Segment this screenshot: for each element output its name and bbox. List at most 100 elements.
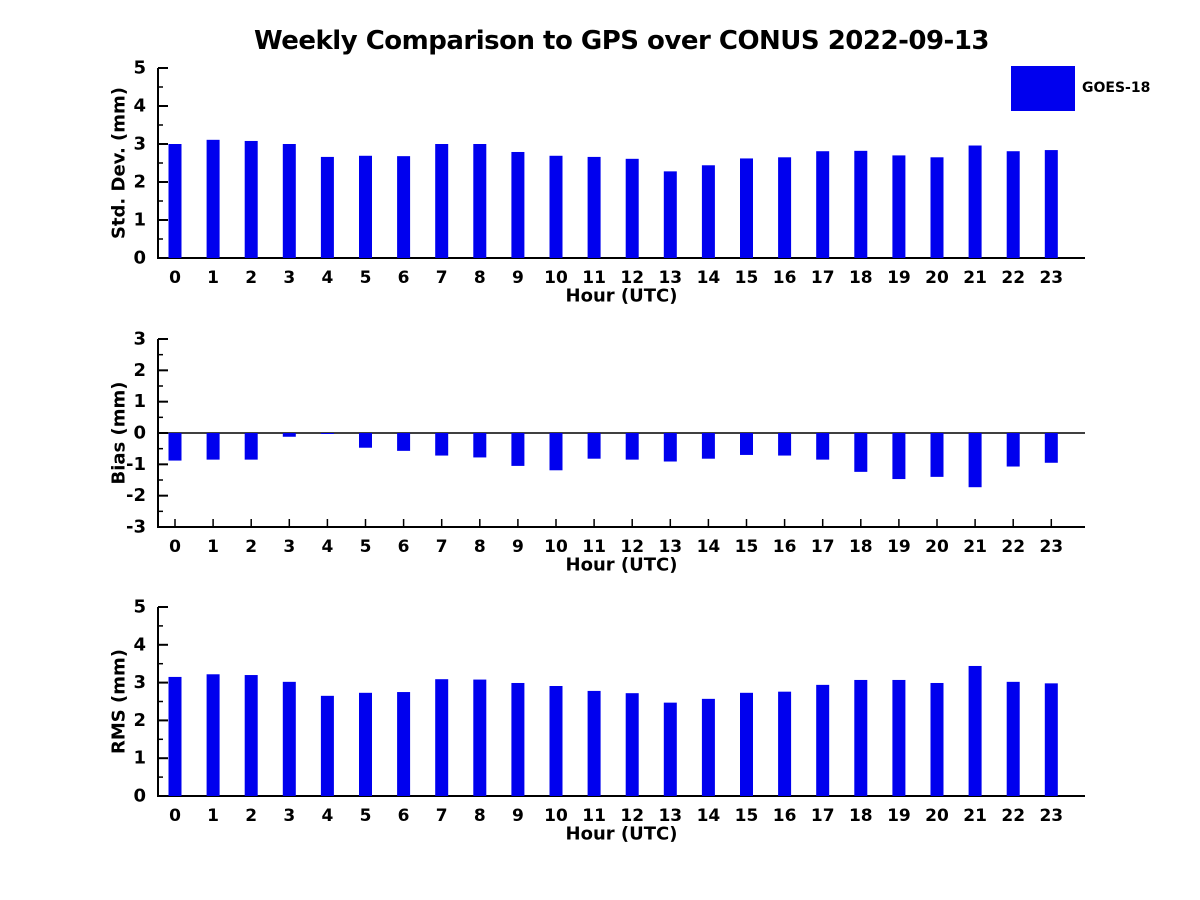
- x-tick-label: 18: [849, 268, 873, 288]
- bar-hour-12: [625, 693, 639, 796]
- x-tick-label: 16: [773, 806, 797, 826]
- x-tick-label: 20: [925, 806, 949, 826]
- bar-hour-4: [320, 156, 334, 258]
- bar-hour-2: [244, 675, 258, 796]
- x-tick-label: 4: [321, 268, 333, 288]
- bar-hour-0: [168, 144, 182, 258]
- bar-hour-16: [778, 691, 792, 796]
- x-tick-label: 19: [887, 806, 911, 826]
- x-tick-label: 21: [963, 537, 987, 557]
- bar-hour-14: [701, 165, 715, 258]
- bar-hour-6: [397, 692, 411, 796]
- bar-hour-1: [206, 674, 220, 796]
- bar-hour-19: [892, 155, 906, 258]
- x-tick-label: 2: [245, 537, 257, 557]
- y-tick-label: 1: [133, 391, 146, 412]
- x-axis-label: Hour (UTC): [566, 824, 678, 845]
- x-tick-label: 1: [207, 537, 219, 557]
- x-tick-label: 16: [773, 537, 797, 557]
- x-tick-label: 23: [1039, 537, 1063, 557]
- x-tick-label: 1: [207, 268, 219, 288]
- y-tick-label: 3: [133, 329, 146, 350]
- bar-hour-15: [740, 158, 753, 258]
- x-tick-label: 20: [925, 268, 949, 288]
- y-tick-label: 0: [133, 423, 146, 444]
- bar-hour-7: [435, 144, 449, 258]
- bar-hour-23: [1044, 150, 1058, 258]
- bar-hour-18: [854, 150, 868, 258]
- x-tick-label: 5: [360, 268, 372, 288]
- bar-hour-13: [663, 702, 677, 796]
- x-tick-label: 22: [1001, 268, 1025, 288]
- x-tick-label: 15: [735, 537, 759, 557]
- x-tick-label: 9: [512, 806, 524, 826]
- x-tick-label: 9: [512, 268, 524, 288]
- bar-hour-17: [816, 684, 830, 796]
- bar-hour-20: [930, 433, 944, 477]
- bar-hour-6: [397, 433, 411, 451]
- bar-hour-2: [244, 433, 258, 460]
- bar-hour-18: [854, 679, 868, 796]
- x-tick-label: 13: [658, 268, 682, 288]
- y-tick-label: -3: [126, 517, 146, 538]
- y-tick-label: -1: [126, 454, 146, 475]
- x-tick-label: 10: [544, 268, 568, 288]
- x-tick-label: 4: [321, 806, 333, 826]
- x-tick-label: 3: [283, 268, 295, 288]
- bar-hour-3: [282, 433, 296, 437]
- bar-hour-8: [473, 144, 487, 258]
- bar-hour-19: [892, 679, 906, 796]
- x-tick-label: 7: [436, 537, 448, 557]
- x-tick-label: 0: [169, 537, 181, 557]
- x-tick-label: 17: [811, 268, 835, 288]
- bar-hour-16: [778, 433, 792, 456]
- x-tick-label: 10: [544, 806, 568, 826]
- y-tick-label: 4: [133, 634, 146, 655]
- bar-hour-22: [1006, 681, 1020, 796]
- x-tick-label: 22: [1001, 806, 1025, 826]
- bar-hour-4: [320, 695, 334, 796]
- bar-hour-21: [968, 433, 982, 488]
- chart-title: Weekly Comparison to GPS over CONUS 2022…: [253, 26, 990, 56]
- bar-hour-7: [435, 679, 449, 796]
- y-tick-label: 1: [133, 748, 146, 769]
- bar-hour-3: [282, 681, 296, 796]
- x-tick-label: 6: [398, 537, 410, 557]
- bar-hour-13: [663, 171, 677, 258]
- bar-hour-1: [206, 139, 220, 258]
- y-tick-label: 5: [133, 58, 146, 79]
- x-tick-label: 2: [245, 806, 257, 826]
- y-tick-label: 2: [133, 710, 146, 731]
- x-tick-label: 5: [360, 537, 372, 557]
- x-tick-label: 11: [582, 537, 606, 557]
- y-tick-label: -2: [126, 485, 146, 506]
- x-tick-label: 11: [582, 806, 606, 826]
- bar-hour-5: [359, 433, 372, 448]
- x-tick-label: 22: [1001, 537, 1025, 557]
- bar-hour-12: [625, 158, 639, 258]
- bar-hour-10: [549, 686, 563, 796]
- x-tick-label: 3: [283, 537, 295, 557]
- bar-hour-16: [778, 157, 792, 258]
- x-tick-label: 18: [849, 537, 873, 557]
- x-tick-label: 19: [887, 268, 911, 288]
- bar-hour-22: [1006, 151, 1020, 258]
- x-tick-label: 17: [811, 806, 835, 826]
- x-tick-label: 19: [887, 537, 911, 557]
- x-tick-label: 14: [697, 537, 721, 557]
- bar-hour-3: [282, 144, 296, 258]
- bar-hour-6: [397, 156, 411, 258]
- bar-hour-18: [854, 433, 868, 472]
- x-tick-label: 8: [474, 268, 486, 288]
- x-tick-label: 8: [474, 537, 486, 557]
- bar-hour-20: [930, 682, 944, 796]
- bar-hour-11: [587, 690, 601, 796]
- bar-hour-8: [473, 433, 487, 458]
- x-tick-label: 18: [849, 806, 873, 826]
- y-axis-label: Bias (mm): [109, 382, 130, 485]
- x-tick-label: 13: [658, 537, 682, 557]
- y-tick-label: 2: [133, 172, 146, 193]
- y-axis-label: Std. Dev. (mm): [109, 87, 130, 239]
- bar-hour-13: [663, 433, 677, 462]
